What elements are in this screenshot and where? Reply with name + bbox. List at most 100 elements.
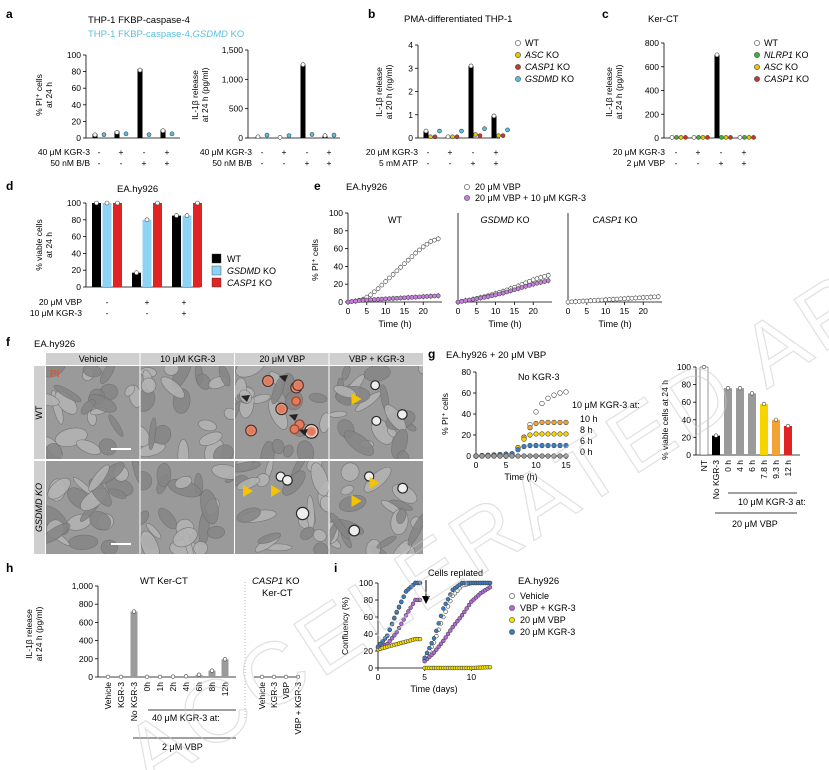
condition-mark: +	[696, 147, 701, 157]
x-tick-label: 10	[381, 306, 391, 316]
y-tick-label: 200	[645, 109, 659, 119]
legend-ko-prefix: THP-1 FKBP-caspase-4,	[88, 29, 193, 40]
data-point	[563, 442, 569, 449]
chart-a-right: 0 500 1,000 1,500 IL-1β releaseat 24 h (pg/m…	[190, 45, 340, 143]
data-point	[487, 664, 493, 670]
cell	[196, 373, 212, 390]
data-point	[375, 644, 381, 649]
pi-signal	[291, 396, 302, 407]
panel-h: h WT Ker-CT CASP1 KO Ker-CT 0 200 400 600 80…	[6, 561, 303, 752]
data-point	[379, 282, 385, 288]
data-point	[422, 655, 427, 660]
data-point	[436, 644, 441, 649]
data-point	[382, 636, 388, 641]
cell	[213, 444, 234, 459]
data-point	[530, 277, 536, 283]
data-point	[378, 641, 383, 647]
x-tick-label: 5	[474, 306, 479, 316]
x-tick-label: 0h	[142, 682, 152, 692]
data-point	[387, 639, 392, 644]
x-tick-label: 6 h	[747, 460, 757, 472]
row-header: GSDMD KO	[34, 483, 44, 532]
cell	[108, 488, 127, 499]
data-point	[493, 292, 498, 298]
panel-d: d EA.hy926 0 20 40 60 80 100 % viable cellsat …	[6, 179, 276, 318]
chart-g-left: 0 20 40 60 80 0 5 10 15 Time (h) % PI⁺ cells No KGR…	[440, 367, 640, 482]
legend-gene: ASC	[524, 50, 544, 60]
legend-ko-suffix: KO	[228, 29, 244, 40]
cell	[271, 374, 286, 405]
data-point	[542, 274, 547, 279]
legend-marker	[509, 617, 515, 623]
cell	[235, 461, 261, 473]
condition-mark: -	[306, 147, 309, 157]
cell	[47, 477, 71, 500]
legend-gene: CASP1	[764, 74, 794, 84]
data-point	[521, 443, 527, 450]
data-point	[322, 133, 328, 138]
data-point	[255, 134, 261, 140]
legend-suffix: KO	[261, 266, 277, 276]
data-point	[545, 395, 551, 401]
group-label: 40 μM KGR-3 at:	[152, 713, 220, 723]
data-point	[464, 606, 469, 611]
data-point	[387, 275, 392, 281]
data-point	[394, 295, 400, 301]
y-axis-label-line: IL-1β release	[374, 67, 384, 117]
data-point	[392, 633, 397, 638]
cell	[131, 461, 140, 485]
legend-gene: WT	[525, 38, 539, 48]
title-h2-suffix: KO	[283, 576, 299, 587]
subplot-title: WT	[388, 215, 402, 225]
data-point	[155, 200, 160, 206]
data-point	[477, 133, 483, 138]
y-tick-label: 100	[359, 578, 373, 588]
data-point	[595, 297, 601, 303]
legend-suffix: KO	[257, 278, 273, 288]
condition-label: 2 μM VBP	[627, 158, 666, 168]
y-axis-label: % PI⁺ cells	[440, 393, 450, 435]
data-point	[435, 236, 441, 242]
data-point	[396, 625, 402, 631]
legend-label: 20 μM VBP + 10 μM KGR-3	[475, 193, 586, 203]
x-tick-label: 10	[601, 306, 611, 316]
legend-suffix: KO	[783, 62, 799, 72]
micrograph-tile	[235, 366, 329, 459]
legend-label: CASP1 KO	[227, 278, 272, 288]
x-tick-label: No KGR-3	[129, 682, 139, 721]
y-tick-label: 0	[88, 672, 93, 682]
data-point	[545, 419, 551, 426]
data-point	[725, 386, 731, 391]
condition-mark: -	[120, 158, 123, 168]
x-tick-label: NT	[699, 460, 709, 471]
data-point	[452, 622, 458, 627]
arrowhead	[241, 395, 250, 402]
y-tick-label: 60	[334, 244, 344, 254]
cell	[341, 366, 351, 381]
condition-mark: -	[697, 158, 700, 168]
arrowhead	[289, 414, 298, 421]
x-tick-label: 0	[376, 672, 381, 682]
cell	[300, 526, 315, 540]
series-label: 8 h	[580, 425, 593, 435]
legend-label: 20 μM VBP	[475, 182, 521, 192]
x-tick-label: 12 h	[783, 460, 793, 477]
conditions-b: 20 μM KGR-3- + - +5 mM ATP - - + +	[366, 147, 499, 168]
data-point	[648, 294, 654, 300]
legend-wt: THP-1 FKBP-caspase-4	[88, 15, 190, 26]
y-axis-label: IL-1β releaseat 24 h (pg/ml)	[604, 64, 624, 119]
cell	[407, 513, 423, 546]
legend-label: CASP1 KO	[525, 62, 570, 72]
rounded-cell	[397, 482, 409, 494]
data-point	[448, 628, 453, 633]
pi-signal	[306, 426, 317, 437]
bar	[160, 129, 166, 138]
data-point	[454, 134, 460, 140]
cell	[257, 532, 281, 544]
data-point	[424, 241, 430, 247]
data-point	[614, 296, 620, 302]
y-axis-label-line: IL-1β release	[24, 609, 34, 659]
data-point	[737, 135, 743, 140]
title-e: EA.hy926	[346, 182, 387, 193]
x-tick-label: 20	[638, 306, 648, 316]
